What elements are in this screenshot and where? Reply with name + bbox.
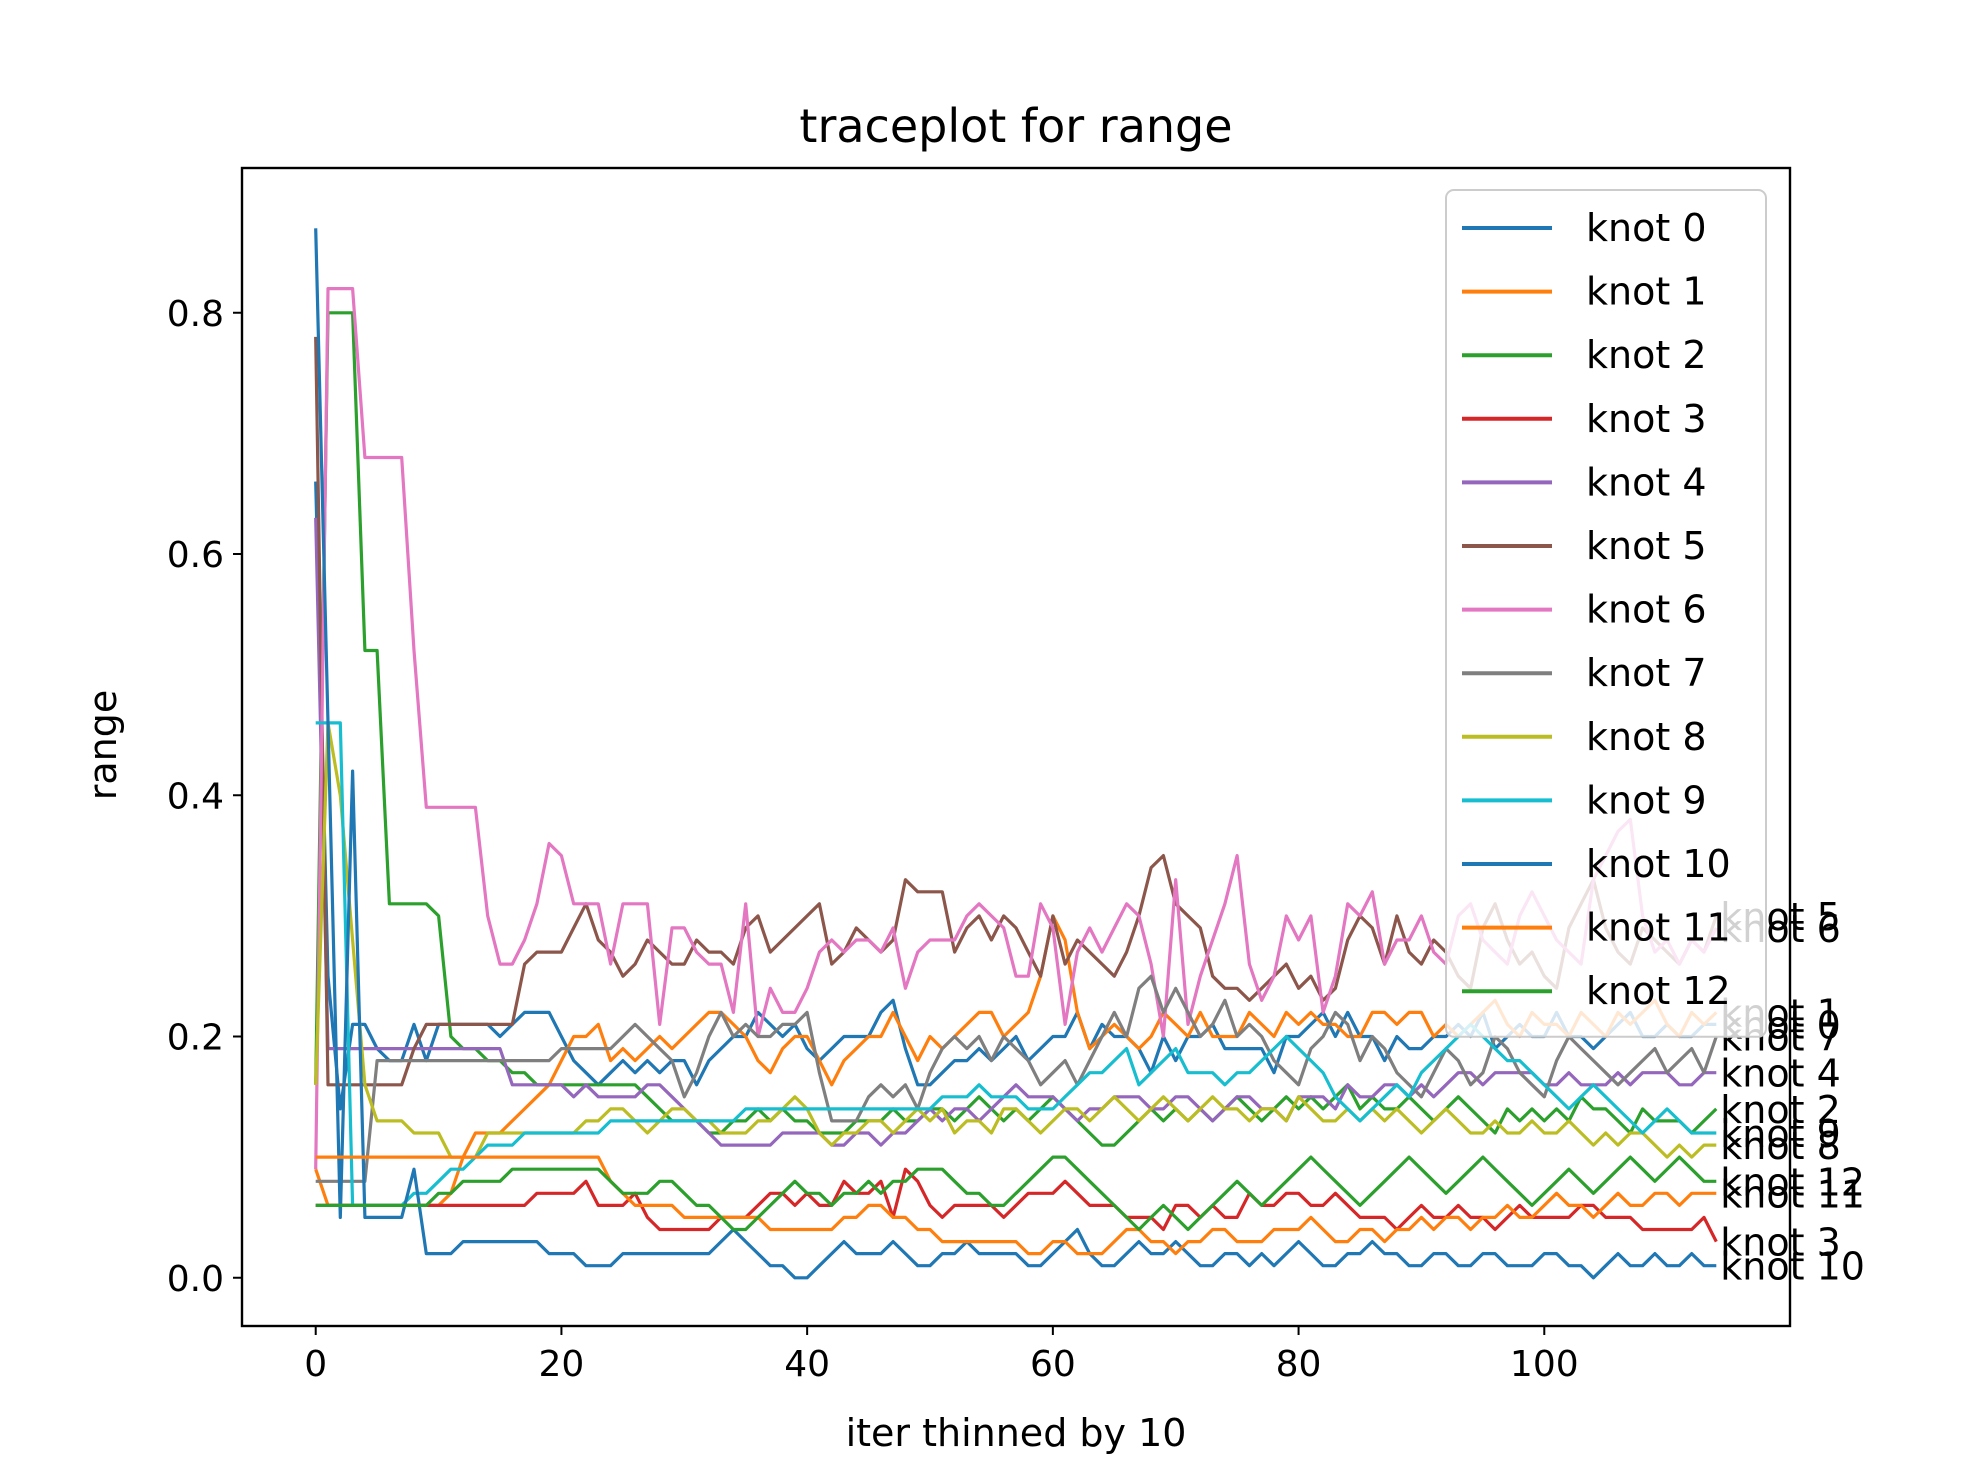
end-label-knot-4: knot 4 xyxy=(1720,1052,1841,1096)
y-tick-label: 0.2 xyxy=(167,1018,224,1059)
x-tick-label: 40 xyxy=(784,1344,830,1385)
series-line-knot-11 xyxy=(315,1155,1717,1256)
series-line-knot-7 xyxy=(315,974,1718,1183)
series-line-knot-4 xyxy=(314,517,1717,1147)
end-label-knot-11: knot 11 xyxy=(1720,1172,1865,1216)
y-tick-label: 0.0 xyxy=(167,1259,224,1300)
legend-label-knot-11: knot 11 xyxy=(1586,906,1731,950)
x-tick-label: 60 xyxy=(1030,1344,1076,1385)
series-line-knot-10 xyxy=(314,228,1717,1280)
legend: knot 0 knot 1 knot 2 knot 3 knot 4 knot 5 knot… xyxy=(1445,189,1767,1038)
x-tick-label: 100 xyxy=(1510,1344,1579,1385)
legend-label-knot-9: knot 9 xyxy=(1586,778,1707,822)
y-axis-label: range xyxy=(81,690,125,801)
end-label-knot-2: knot 2 xyxy=(1720,1088,1841,1132)
legend-label-knot-2: knot 2 xyxy=(1586,333,1707,377)
legend-label-knot-8: knot 8 xyxy=(1586,715,1707,759)
x-axis-ticks: 0 20 40 60 80 100 xyxy=(304,1326,1579,1385)
plot-frame xyxy=(240,166,1792,1328)
legend-label-knot-7: knot 7 xyxy=(1586,651,1707,695)
x-tick-label: 20 xyxy=(539,1344,585,1385)
end-label-knot-8: knot 8 xyxy=(1720,1124,1841,1168)
end-label-knot-12: knot 12 xyxy=(1720,1160,1865,1204)
legend-label-knot-12: knot 12 xyxy=(1586,969,1731,1013)
end-label-knot-3: knot 3 xyxy=(1720,1221,1841,1265)
y-tick-label: 0.6 xyxy=(167,535,224,576)
x-axis-label: iter thinned by 10 xyxy=(846,1411,1187,1455)
x-tick-label: 80 xyxy=(1276,1344,1322,1385)
end-label-knot-9: knot 9 xyxy=(1720,1112,1841,1156)
legend-label-knot-1: knot 1 xyxy=(1586,270,1707,314)
legend-box xyxy=(1445,189,1767,1038)
legend-label-knot-0: knot 0 xyxy=(1586,206,1707,250)
x-tick-label: 0 xyxy=(304,1344,327,1385)
y-axis-ticks: 0.0 0.2 0.4 0.6 0.8 xyxy=(167,294,242,1300)
y-tick-label: 0.8 xyxy=(167,294,224,335)
y-tick-label: 0.4 xyxy=(167,776,224,817)
legend-label-knot-6: knot 6 xyxy=(1586,588,1707,632)
series-line-knot-12 xyxy=(315,1155,1717,1232)
legend-label-knot-5: knot 5 xyxy=(1586,524,1707,568)
chart-title: traceplot for range xyxy=(799,99,1232,153)
legend-label-knot-4: knot 4 xyxy=(1586,460,1707,504)
legend-label-knot-3: knot 3 xyxy=(1586,397,1707,441)
legend-label-knot-10: knot 10 xyxy=(1586,842,1731,886)
end-label-knot-10: knot 10 xyxy=(1720,1245,1865,1289)
